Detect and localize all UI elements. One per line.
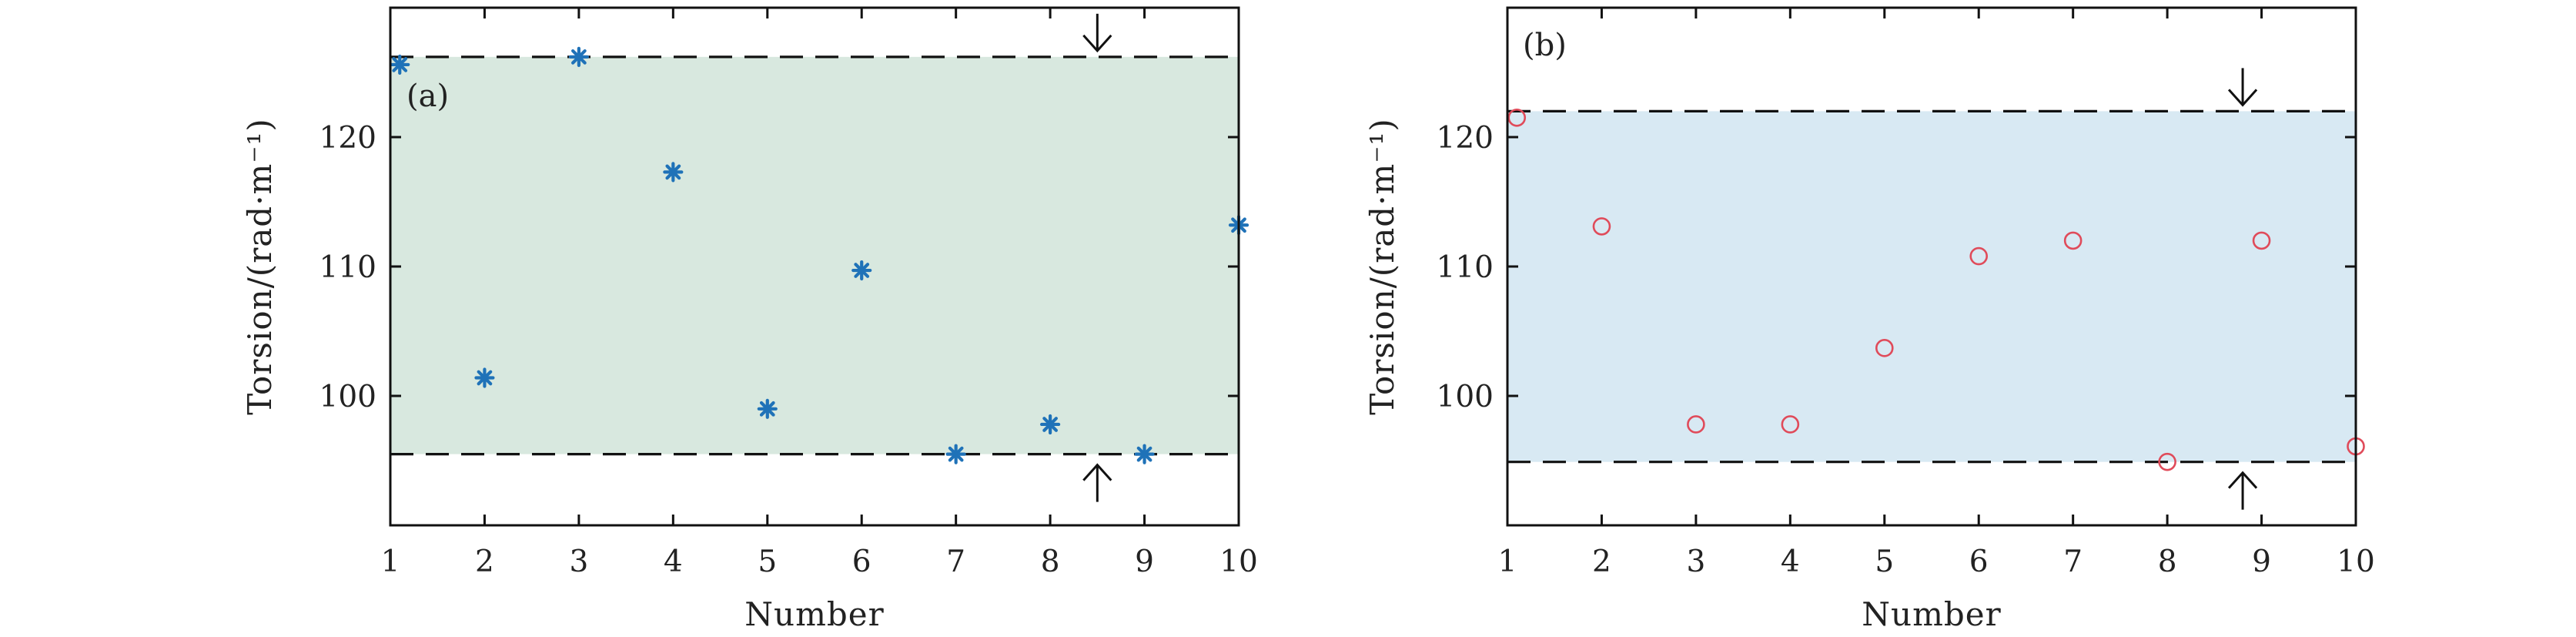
data-point	[1687, 415, 1705, 434]
y-tick-label: 120	[319, 121, 376, 156]
y-tick-label: 100	[319, 380, 376, 414]
x-tick-label: 3	[1686, 545, 1705, 579]
data-point	[2158, 452, 2176, 471]
data-point	[1134, 444, 1155, 464]
data-point	[2252, 231, 2271, 250]
x-tick-label: 8	[1041, 545, 1060, 579]
panel-label: (a)	[406, 79, 449, 114]
x-tick-label: 4	[664, 545, 683, 579]
y-axis-title: Torsion/(rad·m⁻¹)	[1363, 118, 1401, 415]
x-tick-label: 4	[1781, 545, 1800, 579]
arrow-up-icon	[1082, 463, 1112, 502]
y-tick-label: 100	[1437, 380, 1494, 414]
data-point	[1507, 109, 1527, 127]
y-tick-label: 110	[319, 250, 376, 285]
panel-a-chart: 1 2 3 4 5 6 7 8 9 10 100 110 120 Number Torsion/(rad·m…	[241, 6, 1258, 633]
data-point	[757, 398, 778, 419]
x-tick-label: 2	[1592, 545, 1611, 579]
data-point	[1969, 246, 1989, 266]
x-tick-label: 6	[852, 545, 871, 579]
range-band	[390, 56, 1239, 454]
x-tick-label: 6	[1969, 545, 1989, 579]
data-point	[568, 46, 589, 67]
x-tick-label: 1	[381, 545, 400, 579]
x-tick-label: 7	[946, 545, 965, 579]
x-tick-label: 1	[1498, 545, 1517, 579]
x-tick-label: 9	[2252, 545, 2271, 579]
data-point	[663, 162, 684, 183]
y-tick-label: 120	[1437, 121, 1494, 156]
x-axis-title: Number	[744, 595, 884, 633]
x-tick-label: 8	[2158, 545, 2177, 579]
panel-b-chart: 1 2 3 4 5 6 7 8 9 10 100 110 120 Number Torsion/(rad·m…	[1363, 6, 2375, 633]
y-tick-label: 110	[1437, 250, 1494, 285]
x-tick-label: 9	[1135, 545, 1154, 579]
x-tick-label: 3	[569, 545, 588, 579]
x-tick-label: 5	[1875, 545, 1894, 579]
x-axis-title: Number	[1862, 595, 2001, 633]
arrow-down-icon	[1082, 13, 1112, 53]
y-axis-title: Torsion/(rad·m⁻¹)	[241, 118, 279, 415]
data-point	[2063, 231, 2083, 250]
x-tick-label: 10	[1219, 545, 1258, 579]
x-tick-label: 10	[2337, 545, 2375, 579]
data-point	[1781, 415, 1800, 434]
data-point	[1592, 217, 1611, 236]
arrow-down-icon	[2227, 68, 2258, 107]
data-point	[390, 54, 410, 75]
range-band	[1507, 111, 2356, 462]
data-point	[474, 367, 495, 388]
x-tick-label: 2	[475, 545, 494, 579]
panel-label: (b)	[1523, 28, 1567, 63]
data-point	[851, 260, 872, 281]
arrow-up-icon	[2227, 471, 2258, 510]
x-tick-label: 5	[758, 545, 777, 579]
data-point	[945, 444, 966, 464]
x-tick-label: 7	[2063, 545, 2083, 579]
data-point	[1040, 414, 1061, 435]
data-point	[1875, 339, 1894, 357]
